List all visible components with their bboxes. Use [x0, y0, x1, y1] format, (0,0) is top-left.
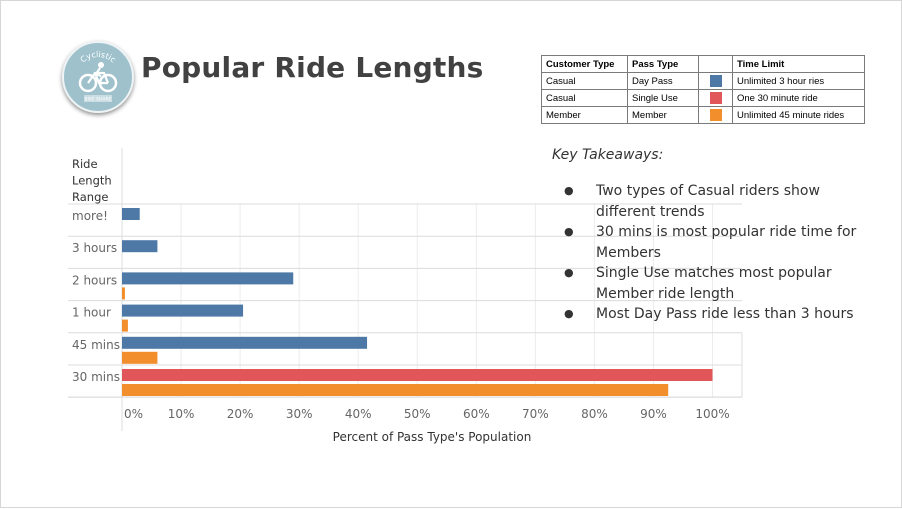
x-tick-label: 60%: [463, 407, 490, 421]
legend-row: Member Member Unlimited 45 minute rides: [541, 106, 865, 124]
category-label: 45 mins: [72, 338, 120, 352]
single-use-swatch: [709, 92, 722, 104]
bar-member: [122, 287, 125, 300]
bar-day-pass: [122, 240, 158, 253]
x-tick-label: 80%: [581, 407, 608, 421]
x-tick-label: 30%: [286, 407, 313, 421]
takeaway-item: Single Use matches most popular Member r…: [561, 263, 861, 304]
bar-single-use: [122, 369, 713, 381]
takeaways-list: Two types of Casual riders show differen…: [561, 181, 861, 325]
x-tick-label: 20%: [227, 407, 254, 421]
x-axis-title: Percent of Pass Type's Population: [333, 430, 532, 444]
x-tick-label: 70%: [522, 407, 549, 421]
x-tick-label: 0%: [124, 407, 143, 421]
bicycle-rider-icon: Cyclistic BIKE SHARE: [79, 50, 118, 103]
legend-row: Casual Day Pass Unlimited 3 hour ries: [541, 72, 865, 90]
x-tick-label: 100%: [695, 407, 729, 421]
time-limit-cell: Unlimited 45 minute rides: [732, 106, 865, 124]
bar-day-pass: [122, 336, 368, 349]
category-label: 1 hour: [72, 306, 111, 320]
x-tick-label: 50%: [404, 407, 431, 421]
takeaway-item: 30 mins is most popular ride time for Me…: [561, 222, 861, 263]
bar-member: [122, 351, 158, 364]
bar-day-pass: [122, 272, 294, 285]
bar-day-pass: [122, 208, 140, 220]
y-axis-title: Length: [72, 174, 112, 188]
legend-table: Customer Type Pass Type Time Limit Casua…: [541, 55, 865, 124]
category-label: 2 hours: [72, 273, 117, 287]
y-axis-title: Ride: [72, 157, 98, 171]
category-label: more!: [72, 209, 108, 223]
logo-subtext: BIKE SHARE: [85, 97, 112, 103]
y-axis-title: Range: [72, 190, 108, 204]
bar-member: [122, 384, 669, 396]
customer-type-cell: Member: [541, 106, 628, 124]
legend-row: Casual Single Use One 30 minute ride: [541, 89, 865, 107]
category-label: 30 mins: [72, 370, 120, 384]
member-swatch: [709, 109, 722, 121]
cyclistic-logo: Cyclistic BIKE SHARE: [62, 41, 134, 113]
takeaway-item: Most Day Pass ride less than 3 hours: [561, 304, 861, 325]
svg-text:Cyclistic: Cyclistic: [79, 50, 118, 65]
bar-day-pass: [122, 304, 244, 317]
day-pass-swatch: [709, 75, 722, 87]
bar-member: [122, 319, 128, 332]
x-tick-label: 40%: [345, 407, 372, 421]
logo-text: Cyclistic: [79, 50, 118, 65]
takeaway-item: Two types of Casual riders show differen…: [561, 181, 861, 222]
page-title: Popular Ride Lengths: [141, 51, 484, 84]
x-tick-label: 90%: [640, 407, 667, 421]
x-tick-label: 10%: [168, 407, 195, 421]
takeaways-title: Key Takeaways:: [552, 147, 664, 163]
category-label: 3 hours: [72, 241, 117, 255]
